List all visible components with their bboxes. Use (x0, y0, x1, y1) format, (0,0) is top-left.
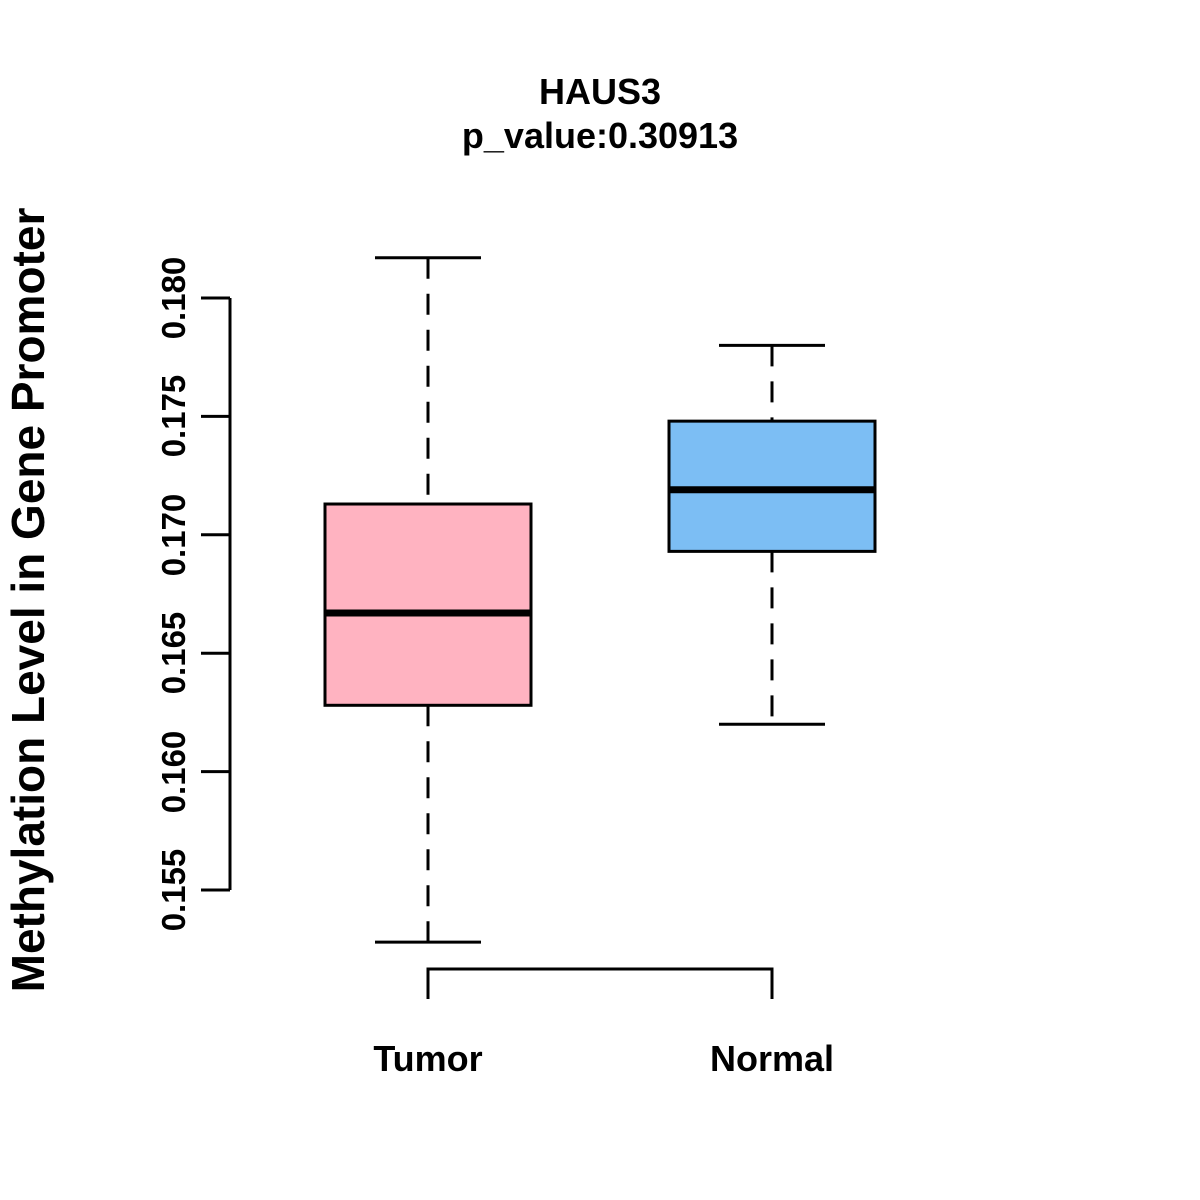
y-tick-label: 0.160 (155, 730, 192, 813)
y-tick-label: 0.165 (155, 611, 192, 695)
x-axis-bracket (426, 967, 774, 999)
normal-box (667, 419, 877, 553)
x-tick-label-normal: Normal (709, 1038, 835, 1079)
y-tick-label: 0.155 (155, 848, 192, 932)
chart-title-block: HAUS3 p_value:0.30913 (0, 70, 1200, 158)
x-tick-label-tumor: Tumor (373, 1038, 483, 1079)
tumor-box (323, 502, 533, 707)
chart-title: HAUS3 (538, 71, 662, 112)
y-tick-label: 0.175 (155, 375, 192, 458)
y-tick-label: 0.170 (155, 493, 192, 577)
y-tick-label: 0.180 (155, 256, 192, 340)
chart-subtitle-pvalue: p_value:0.30913 (461, 115, 739, 156)
